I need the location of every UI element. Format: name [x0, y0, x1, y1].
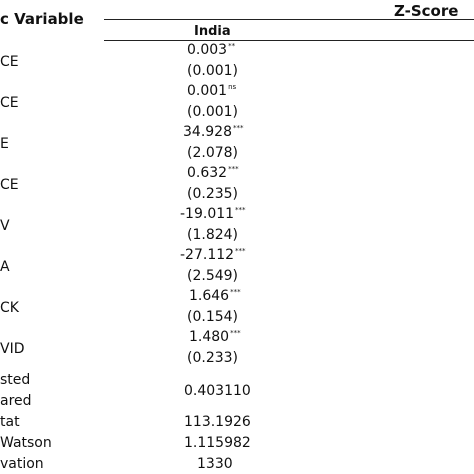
standard-error: (1.824): [187, 227, 239, 243]
standard-error: (0.001): [187, 63, 239, 79]
stat-value: 1.115982: [184, 435, 251, 451]
standard-error: (0.154): [187, 309, 239, 325]
significance-marker: ***: [230, 329, 241, 337]
significance-marker: ***: [230, 288, 241, 296]
standard-error: (0.235): [187, 186, 239, 202]
stat-label: vation: [0, 456, 44, 472]
stat-value: 1330: [197, 456, 233, 472]
stat-value: 113.1926: [184, 414, 251, 430]
significance-marker: ***: [235, 247, 246, 255]
row-label: V: [0, 218, 10, 234]
zscore-column-header: Z-Score: [394, 2, 459, 20]
coefficient-value: 0.632***: [187, 165, 239, 181]
stat-label: sted: [0, 372, 31, 388]
stat-label: tat: [0, 414, 20, 430]
coefficient-value: 1.480***: [189, 329, 241, 345]
row-label: CE: [0, 54, 19, 70]
standard-error: (2.078): [187, 145, 239, 161]
standard-error: (0.233): [187, 350, 239, 366]
row-label: VID: [0, 341, 25, 357]
significance-marker: **: [228, 42, 236, 50]
significance-marker: ns: [228, 83, 237, 91]
significance-marker: ***: [233, 124, 244, 132]
row-label: CE: [0, 95, 19, 111]
row-label: A: [0, 259, 10, 275]
subheader-rule: [104, 40, 474, 41]
standard-error: (0.001): [187, 104, 239, 120]
significance-marker: ***: [235, 206, 246, 214]
header-rule: [104, 19, 474, 20]
coefficient-value: -19.011***: [180, 206, 246, 222]
row-label: CE: [0, 177, 19, 193]
row-label: E: [0, 136, 9, 152]
row-label: CK: [0, 300, 19, 316]
stat-label: Watson: [0, 435, 52, 451]
coefficient-value: 0.001ns: [187, 83, 237, 99]
stat-label: ared: [0, 393, 32, 409]
coefficient-value: 34.928***: [183, 124, 244, 140]
coefficient-value: -27.112***: [180, 247, 246, 263]
country-subheader: India: [194, 24, 231, 39]
significance-marker: ***: [228, 165, 239, 173]
variable-column-header: c Variable: [0, 10, 84, 28]
stat-value: 0.403110: [184, 383, 251, 399]
coefficient-value: 1.646***: [189, 288, 241, 304]
coefficient-value: 0.003**: [187, 42, 236, 58]
standard-error: (2.549): [187, 268, 239, 284]
